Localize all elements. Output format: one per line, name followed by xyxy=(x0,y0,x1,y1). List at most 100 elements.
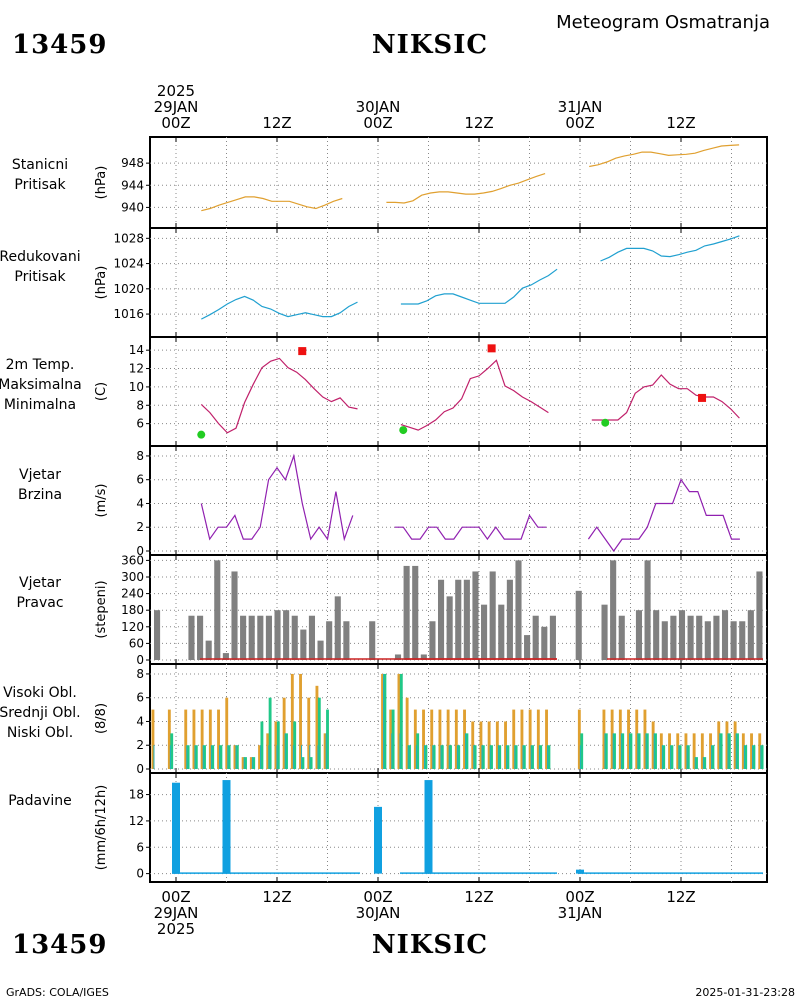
cloud-low-bar xyxy=(249,757,253,769)
cloud-high-bar xyxy=(735,733,737,769)
cloud-low-bar xyxy=(315,685,319,769)
y-tick-label: 940 xyxy=(121,200,144,214)
cloud-high-bar xyxy=(702,757,704,769)
cloud-mid-bar xyxy=(703,757,707,769)
cloud-high-bar xyxy=(260,745,262,769)
cloud-high-bar xyxy=(637,733,639,769)
cloud-mid-bar xyxy=(301,757,305,769)
cloud-mid-bar xyxy=(604,733,608,769)
cloud-high-bar xyxy=(579,745,581,769)
label-temp-line1: 2m Temp. xyxy=(5,357,75,373)
cloud-low-bar xyxy=(741,733,745,769)
cloud-mid-bar xyxy=(244,757,247,769)
wind-dir-bar xyxy=(214,560,221,660)
y-axis-label: (hPa) xyxy=(94,166,109,200)
wind-dir-bar xyxy=(721,610,729,660)
cloud-low-bar xyxy=(323,733,327,769)
cloud-mid-bar xyxy=(686,745,690,769)
cloud-high-bar xyxy=(202,745,204,769)
panel-frame xyxy=(149,772,768,883)
y-tick-label: 6 xyxy=(136,840,144,854)
cloud-high-bar xyxy=(153,745,155,769)
tmax-marker xyxy=(298,347,307,356)
cloud-mid-bar xyxy=(695,757,698,769)
y-tick-label: 1024 xyxy=(113,257,144,271)
cloud-mid-bar xyxy=(383,673,387,769)
y-axis-label: (mm/6h/12h) xyxy=(94,785,109,871)
panel-frame xyxy=(149,227,768,338)
cloud-low-bar xyxy=(258,745,261,769)
cloud-low-bar xyxy=(717,721,721,769)
cloud-high-bar xyxy=(489,745,491,769)
y-axis-label: (stepeni) xyxy=(94,580,109,638)
wind-dir-bar xyxy=(283,610,290,660)
label-reduced-pressure: Redukovani Pritisak xyxy=(0,247,110,287)
label-wind-speed-line1: Vjetar xyxy=(19,467,61,483)
wind-dir-bar xyxy=(308,615,316,660)
cloud-high-bar xyxy=(506,745,508,769)
cloud-mid-bar xyxy=(416,733,420,769)
label-precipitation: Padavine xyxy=(0,791,110,811)
time-label-bottom: 00Z xyxy=(565,888,594,906)
cloud-mid-bar xyxy=(391,709,395,769)
series-line xyxy=(587,478,740,553)
cloud-high-bar xyxy=(235,745,237,769)
meteogram-subtitle: Meteogram Osmatranja xyxy=(556,12,770,33)
cloud-mid-bar xyxy=(276,721,280,769)
cloud-low-bar xyxy=(725,721,729,769)
cloud-low-bar xyxy=(602,709,606,769)
cloud-low-bar xyxy=(733,721,737,769)
y-axis-label: (C) xyxy=(94,382,109,401)
precip-bar xyxy=(576,869,584,874)
cloud-high-bar xyxy=(251,757,253,769)
wind-dir-bar xyxy=(489,571,496,660)
cloud-high-bar xyxy=(227,745,229,769)
wind-dir-bar xyxy=(704,621,711,660)
cloud-high-bar xyxy=(186,745,188,769)
wind-dir-bar xyxy=(274,610,281,660)
cloud-high-bar xyxy=(399,733,401,769)
cloud-high-bar xyxy=(292,745,294,769)
wind-dir-bar xyxy=(429,621,436,660)
cloud-high-bar xyxy=(612,733,614,769)
cloud-high-bar xyxy=(653,733,655,769)
cloud-low-bar xyxy=(217,709,220,769)
cloud-mid-bar xyxy=(268,697,272,769)
y-tick-label: 60 xyxy=(129,636,144,650)
label-cloud-low: Niski Obl. xyxy=(6,725,74,741)
cloud-high-bar xyxy=(760,745,762,769)
cloud-low-bar xyxy=(536,709,540,769)
cloud-low-bar xyxy=(266,733,270,769)
cloud-low-bar xyxy=(463,709,466,769)
label-cloud-high: Visoki Obl. xyxy=(3,685,77,701)
cloud-high-bar xyxy=(645,733,647,769)
wind-dir-bar xyxy=(154,610,161,660)
cloud-low-bar xyxy=(208,709,212,769)
time-label-top: 12Z xyxy=(262,114,291,132)
cloud-low-bar xyxy=(487,721,491,769)
cloud-high-bar xyxy=(219,745,221,769)
wind-dir-bar xyxy=(661,621,668,660)
cloud-mid-bar xyxy=(621,733,625,769)
cloud-high-bar xyxy=(473,745,475,769)
wind-dir-bar xyxy=(756,571,763,660)
label-temp-line2: Maksimalna xyxy=(0,377,82,393)
wind-dir-bar xyxy=(231,571,238,660)
cloud-mid-bar xyxy=(547,745,551,769)
wind-dir-bar xyxy=(532,615,539,660)
cloud-mid-bar xyxy=(235,745,239,769)
cloud-low-bar xyxy=(709,733,712,769)
series-line xyxy=(386,173,546,204)
cloud-low-bar xyxy=(405,697,409,769)
cloud-low-bar xyxy=(512,709,516,769)
cloud-mid-bar xyxy=(170,733,174,769)
cloud-high-bar xyxy=(522,745,524,769)
cloud-low-bar xyxy=(446,709,450,769)
cloud-mid-bar xyxy=(293,721,297,769)
cloud-high-bar xyxy=(317,745,319,769)
cloud-mid-bar xyxy=(481,745,485,769)
series-line xyxy=(400,359,549,431)
y-tick-label: 240 xyxy=(121,587,144,601)
cloud-low-bar xyxy=(225,697,229,769)
cloud-mid-bar xyxy=(727,733,731,769)
